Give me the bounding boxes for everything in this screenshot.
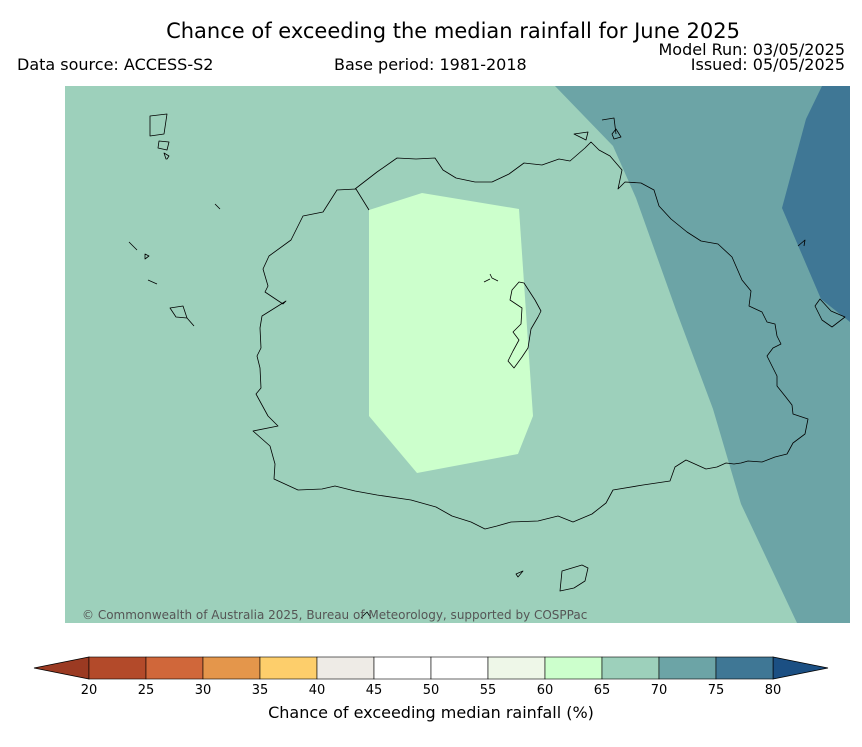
colorbar-over-arrow [772,656,829,680]
colorbar-tick-label: 30 [194,683,212,698]
colorbar-segment [88,656,147,680]
zone-75-80 [782,86,850,322]
colorbar-label: Chance of exceeding median rainfall (%) [268,703,594,722]
colorbar-segment [316,656,375,680]
model-run-label: Model Run: 03/05/2025 [658,40,846,59]
colorbar-tick-label: 45 [365,683,383,698]
colorbar-tick-label: 40 [308,683,326,698]
colorbar-segment [430,656,489,680]
colorbar-segment [202,656,261,680]
colorbar-segment [715,656,774,680]
colorbar-segment [487,656,546,680]
copyright-notice: © Commonwealth of Australia 2025, Bureau… [82,608,588,622]
colorbar-segment [145,656,204,680]
rainfall-map [65,86,850,623]
colorbar-tick-label: 35 [251,683,269,698]
zone-60-65 [369,193,533,473]
colorbar-tick-label: 20 [80,683,98,698]
colorbar-tick-label: 55 [479,683,497,698]
colorbar-segment [544,656,603,680]
colorbar-segment [601,656,660,680]
colorbar-tick-label: 65 [593,683,611,698]
colorbar-tick-label: 25 [137,683,155,698]
base-period-label: Base period: 1981-2018 [334,55,527,74]
colorbar-tick-label: 50 [422,683,440,698]
zone-70-75 [555,86,850,623]
colorbar-tick-label: 60 [536,683,554,698]
map-title: Chance of exceeding the median rainfall … [166,19,740,43]
colorbar-tick-label: 75 [707,683,725,698]
coastline [128,113,846,619]
data-source-label: Data source: ACCESS-S2 [17,55,214,74]
colorbar [33,656,829,680]
colorbar-under-arrow [33,656,90,680]
issued-label: Issued: 05/05/2025 [690,55,845,74]
colorbar-tick-label: 70 [650,683,668,698]
colorbar-tick-label: 80 [764,683,782,698]
colorbar-segment [658,656,717,680]
colorbar-segment [373,656,432,680]
colorbar-segment [259,656,318,680]
